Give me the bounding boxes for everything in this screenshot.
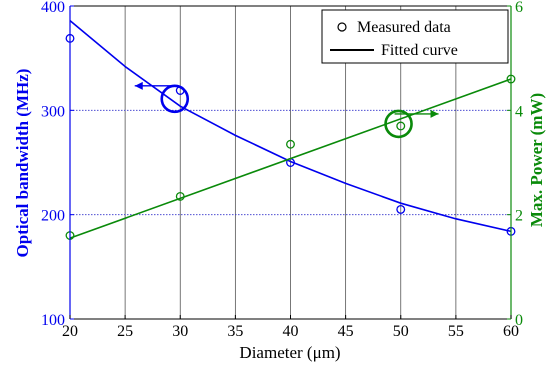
measured-point-series-2	[396, 121, 406, 131]
legend-label-measured: Measured data	[357, 19, 451, 36]
x-tick-label: 40	[283, 323, 299, 340]
legend-marker-circle	[337, 22, 347, 32]
right-axis-title: Max. Power (mW)	[527, 93, 546, 227]
x-tick-label: 35	[227, 323, 243, 340]
y-left-tick-label: 200	[41, 208, 65, 225]
indicator-arrowhead-right	[430, 109, 439, 118]
measured-point-series-2	[175, 191, 185, 201]
indicator-circle	[160, 84, 190, 114]
y-right-tick-label: 2	[515, 208, 523, 225]
x-tick-label: 20	[62, 323, 78, 340]
y-right-tick-label: 6	[515, 0, 523, 16]
x-axis-title: Diameter (μm)	[239, 343, 340, 362]
legend-box	[321, 9, 509, 64]
y-left-tick-label: 400	[41, 0, 65, 16]
y-left-tick-label: 300	[41, 103, 65, 120]
y-right-tick-label: 4	[515, 103, 523, 120]
indicator-circle	[384, 109, 413, 139]
fitted-curve-series-2	[69, 78, 512, 239]
axes-frame	[69, 5, 512, 320]
tick-labels: 20 25 30 35 40 45 50 55 60 100 200 300 400 0 2 4 6	[41, 0, 523, 340]
measured-point-series-1	[396, 204, 406, 214]
x-tick-label: 60	[503, 323, 519, 340]
measured-point-series-2	[286, 139, 295, 149]
y-right-tick-label: 0	[515, 312, 523, 329]
indicator-arrowhead-left	[134, 81, 143, 90]
fitted-curve-series-1	[69, 19, 512, 233]
x-tick-label: 55	[448, 323, 464, 340]
x-tick-label: 30	[172, 323, 188, 340]
legend: Measured data Fitted curve	[321, 9, 509, 64]
left-axis-title: Optical bandwidth (MHz)	[13, 69, 32, 258]
x-tick-label: 50	[393, 323, 409, 340]
x-tick-label: 45	[338, 323, 354, 340]
legend-label-fitted: Fitted curve	[381, 42, 458, 59]
x-tick-label: 25	[117, 323, 133, 340]
y-left-tick-label: 100	[41, 312, 65, 329]
